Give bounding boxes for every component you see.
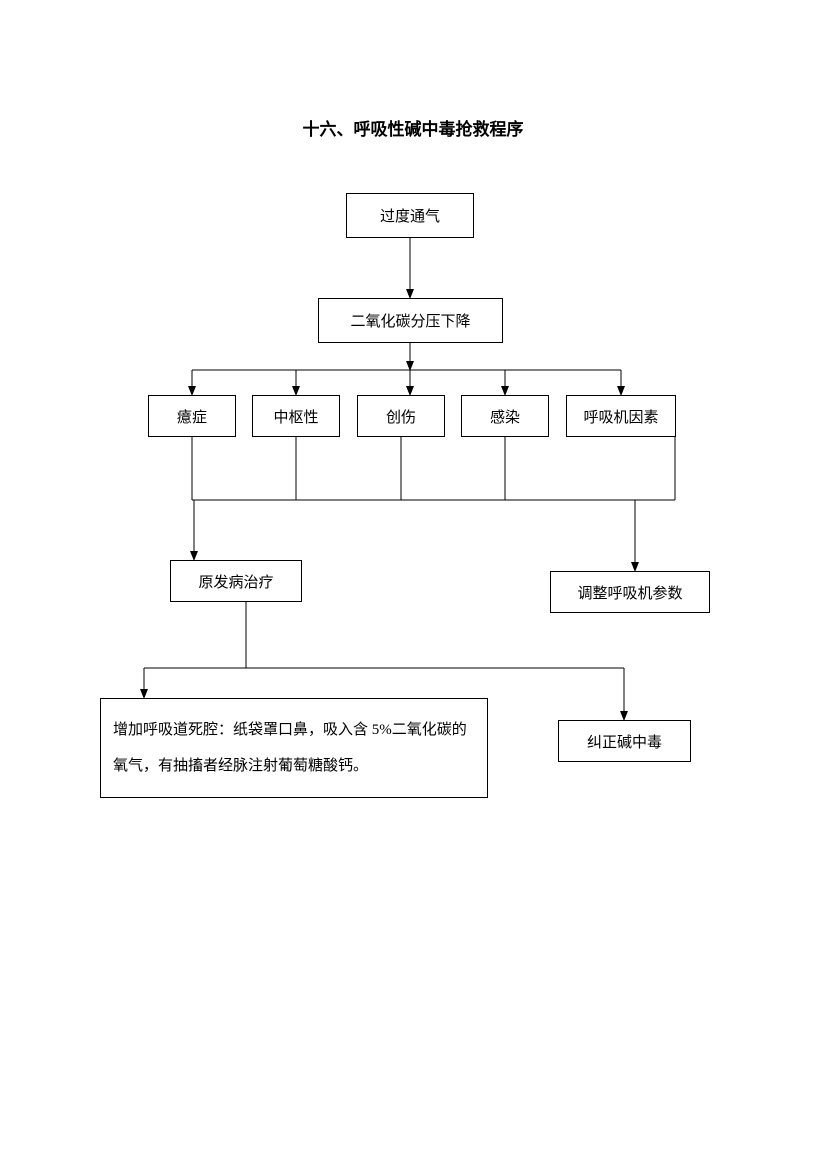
node-label: 呼吸机因素 <box>583 406 658 427</box>
node-infection: 感染 <box>461 395 549 437</box>
node-hyperventilation: 过度通气 <box>346 193 474 238</box>
page-title: 十六、呼吸性碱中毒抢救程序 <box>0 115 826 140</box>
node-central: 中枢性 <box>252 395 340 437</box>
node-label: 增加呼吸道死腔：纸袋罩口鼻，吸入含 5%二氧化碳的氧气，有抽搐者经脉注射葡萄糖酸… <box>113 712 475 784</box>
node-label: 创伤 <box>386 406 416 427</box>
node-correct-alkalosis: 纠正碱中毒 <box>558 720 691 762</box>
node-label: 调整呼吸机参数 <box>577 582 682 603</box>
node-label: 二氧化碳分压下降 <box>350 310 470 331</box>
node-label: 感染 <box>490 406 520 427</box>
node-ventilator-factor: 呼吸机因素 <box>566 395 676 437</box>
node-label: 原发病治疗 <box>198 571 273 592</box>
node-co2-decrease: 二氧化碳分压下降 <box>318 298 503 343</box>
node-label: 纠正碱中毒 <box>587 731 662 752</box>
node-hysteria: 癔症 <box>148 395 236 437</box>
node-label: 癔症 <box>177 406 207 427</box>
node-adjust-ventilator: 调整呼吸机参数 <box>550 571 710 613</box>
node-label: 过度通气 <box>380 205 440 226</box>
node-trauma: 创伤 <box>357 395 445 437</box>
node-increase-deadspace: 增加呼吸道死腔：纸袋罩口鼻，吸入含 5%二氧化碳的氧气，有抽搐者经脉注射葡萄糖酸… <box>100 698 488 798</box>
node-label: 中枢性 <box>273 406 318 427</box>
node-primary-treatment: 原发病治疗 <box>170 560 302 602</box>
